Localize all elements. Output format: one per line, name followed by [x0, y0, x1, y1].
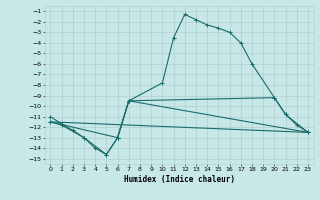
X-axis label: Humidex (Indice chaleur): Humidex (Indice chaleur) [124, 175, 235, 184]
